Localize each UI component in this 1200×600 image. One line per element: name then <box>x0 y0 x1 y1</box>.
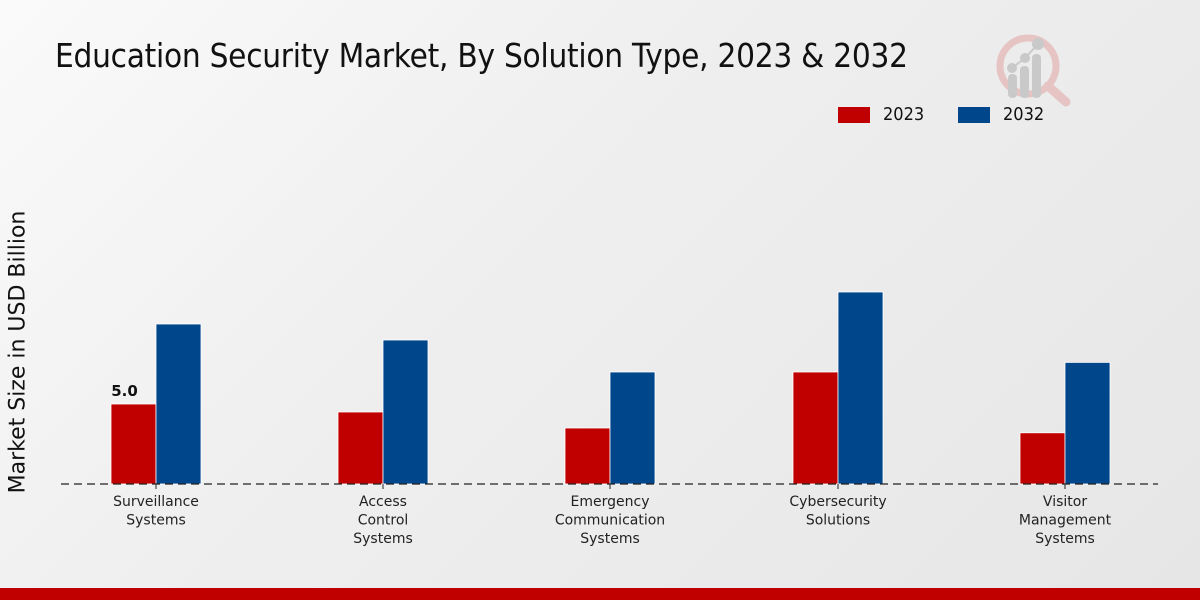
x-tick-label: Emergency Communication Systems <box>555 494 665 547</box>
x-tick-label: Access Control Systems <box>353 494 413 547</box>
x-tick-label: Surveillance Systems <box>113 494 199 529</box>
legend-item-2023: 2023 <box>838 104 929 125</box>
bar-2032-cybersecurity-solutions <box>837 291 884 485</box>
brand-logo-icon <box>996 34 1071 107</box>
x-tick-label-line: Systems <box>353 531 413 547</box>
x-tick-label: Visitor Management Systems <box>1019 494 1112 547</box>
x-tick-label-line: Solutions <box>806 513 870 529</box>
bar-2032-access-control-systems <box>382 339 429 485</box>
x-tick-label-line: Management <box>1019 513 1112 529</box>
x-tick-label-line: Systems <box>580 531 640 547</box>
value-labels-group: 5.0 <box>111 382 138 400</box>
legend-swatch-2023 <box>838 106 870 123</box>
bar-2023-cybersecurity-solutions <box>792 371 839 485</box>
bar-2023-access-control-systems <box>337 411 384 485</box>
bar-2032-surveillance-systems <box>155 323 202 485</box>
x-tick-label-line: Systems <box>1035 531 1095 547</box>
legend-label-2032: 2032 <box>1003 104 1045 125</box>
x-tick-label-line: Visitor <box>1043 494 1087 510</box>
bar-2032-emergency-communication-systems <box>609 371 656 485</box>
data-label: 5.0 <box>111 382 138 400</box>
x-tick-label: Cybersecurity Solutions <box>789 494 886 529</box>
bar-2023-visitor-management-systems <box>1019 432 1066 485</box>
bars-group <box>110 291 1111 485</box>
x-tick-label-line: Access <box>359 494 407 510</box>
x-tick-label-line: Surveillance <box>113 494 199 510</box>
legend-swatch-2032 <box>958 106 990 123</box>
x-tick-label-line: Systems <box>126 513 186 529</box>
x-tick-label-line: Emergency <box>571 494 650 510</box>
footer-accent-bar <box>0 588 1200 600</box>
bar-2023-emergency-communication-systems <box>564 427 611 485</box>
bar-2023-surveillance-systems <box>110 403 157 485</box>
bar-2032-visitor-management-systems <box>1064 361 1111 485</box>
legend-label-2023: 2023 <box>883 104 925 125</box>
x-tick-label-line: Cybersecurity <box>789 494 886 510</box>
legend-item-2032: 2032 <box>958 104 1049 125</box>
chart-title: Education Security Market, By Solution T… <box>55 36 908 75</box>
x-tick-label-line: Control <box>358 513 409 529</box>
x-tick-label-line: Communication <box>555 513 665 529</box>
